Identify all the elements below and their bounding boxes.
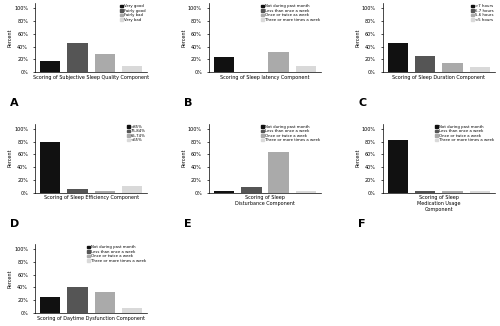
Bar — [388, 140, 408, 193]
Legend: Not during past month, Less than once a week, Once or twice a week, Three or mor: Not during past month, Less than once a … — [434, 125, 494, 143]
Bar — [470, 67, 490, 72]
Y-axis label: Percent: Percent — [356, 149, 360, 167]
Y-axis label: Percent: Percent — [182, 149, 186, 167]
Bar — [214, 191, 234, 193]
Bar — [67, 43, 87, 72]
X-axis label: Scoring of Sleep
Medication Usage
Component: Scoring of Sleep Medication Usage Compon… — [417, 195, 461, 212]
X-axis label: Scoring of Sleep Duration Component: Scoring of Sleep Duration Component — [392, 75, 486, 80]
Bar — [470, 191, 490, 193]
Legend: >7 hours, 6-7 hours, 5-6 hours, <5 hours: >7 hours, 6-7 hours, 5-6 hours, <5 hours — [470, 4, 494, 22]
Text: E: E — [184, 219, 192, 229]
Bar — [94, 54, 115, 72]
X-axis label: Scoring of Sleep
Disturbance Component: Scoring of Sleep Disturbance Component — [235, 195, 295, 206]
Bar — [388, 43, 408, 72]
Legend: Not during past month, Less than once a week, Once or twice a week, Three or mor: Not during past month, Less than once a … — [86, 245, 146, 263]
Bar — [122, 186, 142, 193]
Bar — [122, 308, 142, 313]
Legend: >85%, 75-84%, 65-74%, <65%: >85%, 75-84%, 65-74%, <65% — [126, 125, 146, 143]
Bar — [67, 189, 87, 193]
Legend: Very good, Fairly good, Fairly bad, Very bad: Very good, Fairly good, Fairly bad, Very… — [120, 4, 146, 22]
X-axis label: Scoring of Sleep Efficiency Component: Scoring of Sleep Efficiency Component — [44, 195, 138, 200]
Bar — [415, 191, 436, 193]
Legend: Not during past month, Less than once a week, Once or twice as week, Three or mo: Not during past month, Less than once a … — [260, 4, 320, 22]
X-axis label: Scoring of Sleep latency Component: Scoring of Sleep latency Component — [220, 75, 310, 80]
Text: F: F — [358, 219, 366, 229]
Bar — [241, 187, 262, 193]
Bar — [442, 63, 463, 72]
Text: D: D — [10, 219, 20, 229]
Y-axis label: Percent: Percent — [8, 269, 12, 288]
Bar — [214, 57, 234, 72]
Bar — [40, 61, 60, 72]
Bar — [40, 141, 60, 193]
Bar — [67, 288, 87, 313]
X-axis label: Scoring of Daytime Dysfunction Component: Scoring of Daytime Dysfunction Component — [37, 316, 145, 321]
Bar — [296, 191, 316, 193]
Y-axis label: Percent: Percent — [8, 28, 12, 47]
Bar — [122, 67, 142, 72]
Y-axis label: Percent: Percent — [356, 28, 360, 47]
Text: C: C — [358, 98, 366, 108]
Y-axis label: Percent: Percent — [8, 149, 12, 167]
Bar — [268, 152, 289, 193]
Bar — [296, 67, 316, 72]
Bar — [40, 297, 60, 313]
Bar — [94, 292, 115, 313]
Bar — [94, 191, 115, 193]
Text: B: B — [184, 98, 192, 108]
X-axis label: Scoring of Subjective Sleep Quality Component: Scoring of Subjective Sleep Quality Comp… — [33, 75, 149, 80]
Y-axis label: Percent: Percent — [182, 28, 186, 47]
Bar — [415, 55, 436, 72]
Legend: Not during past month, Less than once a week, Once or twice a week, Three or mor: Not during past month, Less than once a … — [260, 125, 320, 143]
Bar — [442, 191, 463, 193]
Bar — [268, 52, 289, 72]
Text: A: A — [10, 98, 19, 108]
